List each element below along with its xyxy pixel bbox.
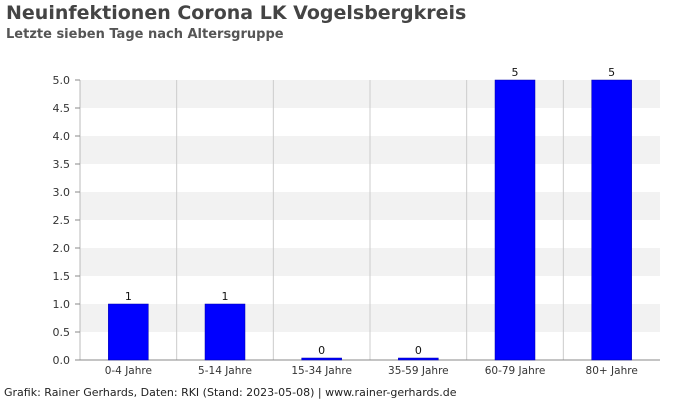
chart-title: Neuinfektionen Corona LK Vogelsbergkreis [6, 2, 467, 24]
y-tick-label: 0.5 [53, 326, 71, 339]
chart-subtitle: Letzte sieben Tage nach Altersgruppe [6, 27, 284, 42]
bar [204, 303, 246, 361]
y-tick-label: 1.5 [53, 270, 71, 283]
y-tick-label: 5.0 [53, 74, 71, 87]
bar [591, 79, 632, 361]
bar-value-label: 0 [318, 344, 325, 357]
x-tick-label: 15-34 Jahre [291, 365, 352, 377]
y-tick-label: 3.5 [53, 158, 71, 171]
bar-value-label: 1 [222, 290, 229, 303]
bar [301, 357, 342, 361]
y-tick-label: 0.0 [53, 354, 71, 367]
x-tick-label: 80+ Jahre [586, 365, 638, 377]
y-tick-label: 3.0 [53, 186, 71, 199]
x-tick-label: 0-4 Jahre [105, 365, 152, 377]
bar [398, 357, 439, 361]
bar [494, 79, 536, 361]
y-tick-label: 4.5 [53, 102, 71, 115]
y-tick-label: 2.5 [53, 214, 71, 227]
x-tick-label: 35-59 Jahre [388, 365, 449, 377]
bar-value-label: 1 [125, 290, 132, 303]
bar [108, 303, 149, 361]
bar-value-label: 5 [512, 66, 519, 79]
y-tick-label: 4.0 [53, 130, 71, 143]
bar-value-label: 5 [608, 66, 615, 79]
source-footer: Grafik: Rainer Gerhards, Daten: RKI (Sta… [4, 386, 457, 399]
x-tick-label: 60-79 Jahre [485, 365, 546, 377]
bar-value-label: 0 [415, 344, 422, 357]
y-tick-label: 2.0 [53, 242, 71, 255]
y-tick-label: 1.0 [53, 298, 71, 311]
x-tick-label: 5-14 Jahre [198, 365, 252, 377]
